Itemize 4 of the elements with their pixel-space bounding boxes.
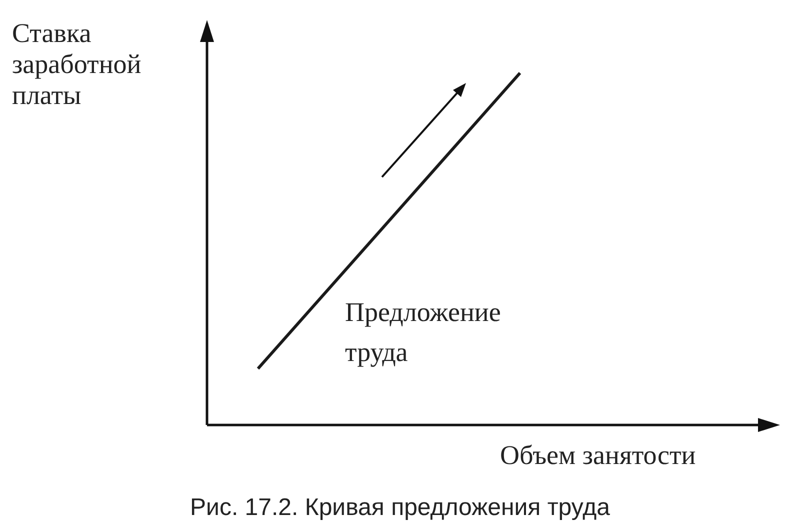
text: Рис. 17.2. Кривая предложения труда [189,494,611,522]
series-label: Предложение труда [345,296,502,369]
x-axis-title: Объем занятости [500,440,697,471]
y-axis-title: Ставка заработной платы [12,18,142,111]
